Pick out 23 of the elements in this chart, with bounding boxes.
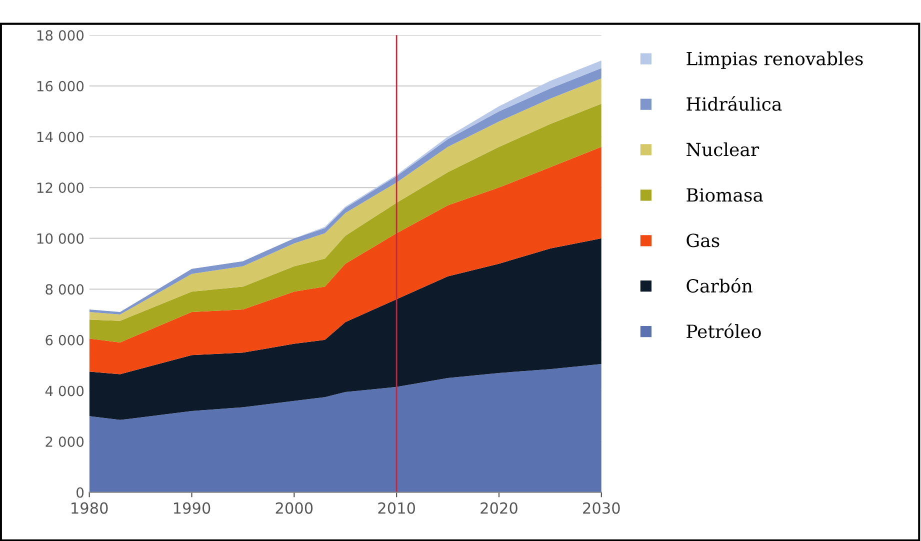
y-tick-label: 12 000 [37,182,84,194]
y-tick-label: 14 000 [37,132,84,142]
y-tick-label: 0 [76,487,84,498]
x-tick-label: 1990 [174,502,210,514]
y-tick-label: 2 000 [46,436,84,447]
y-tick-label: 6 000 [46,334,84,346]
x-tick-label: 2030 [583,502,620,514]
legend-label: Limpias renovables [686,51,863,69]
y-tick-label: 4 000 [45,386,84,396]
legend-label: Gas [686,234,720,248]
y-tick-label: 18 000 [37,30,84,41]
x-tick-label: 1980 [72,502,108,514]
legend-label: Petróleo [686,323,761,338]
y-tick-label: 8 000 [46,284,84,295]
legend-label: Biomasa [686,188,763,202]
y-tick-label: 16 000 [37,80,84,92]
legend-label: Carbón [686,278,752,293]
legend-label: Hidráulica [686,96,782,111]
legend-label: Nuclear [686,142,760,156]
x-tick-label: 2010 [378,502,416,514]
x-tick-label: 2000 [276,502,313,514]
y-tick-label: 10 000 [37,233,84,244]
x-tick-label: 2020 [480,502,518,514]
